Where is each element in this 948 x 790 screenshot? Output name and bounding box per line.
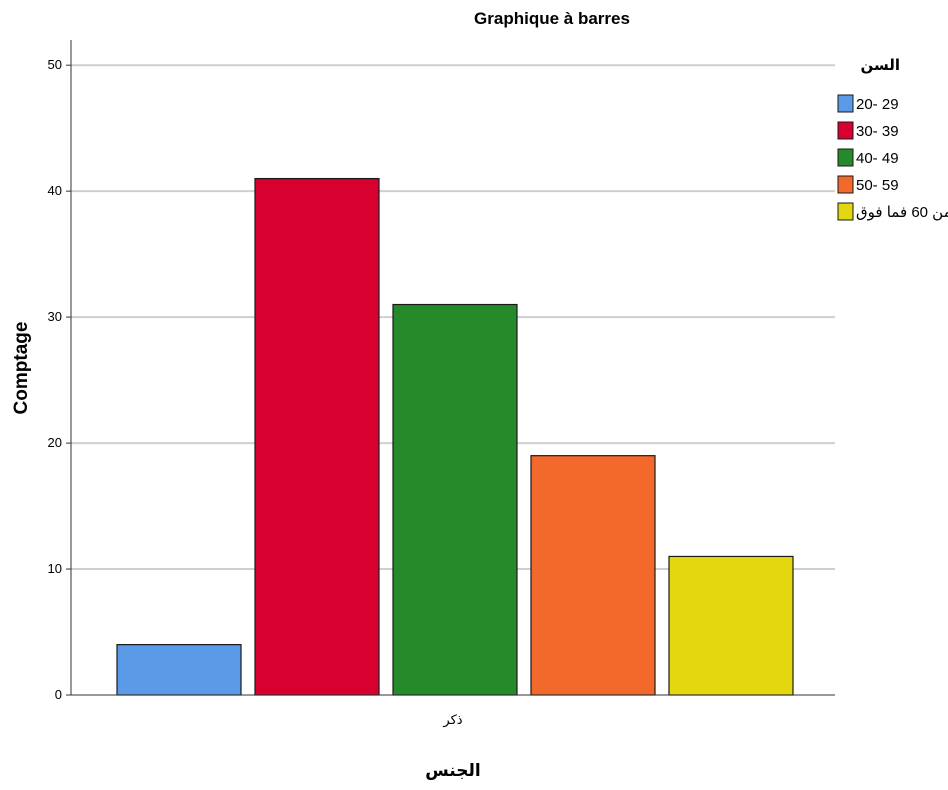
legend-label-0: 20- 29: [856, 96, 899, 113]
legend-title: السن: [860, 57, 900, 74]
legend-swatch-0: [837, 94, 854, 113]
y-tick-labels: 0 10 20 30 40 50: [48, 57, 71, 702]
x-category-label: ذكر: [442, 712, 462, 728]
legend-swatch-2: [837, 148, 854, 167]
legend-label-3: 50- 59: [856, 177, 899, 194]
y-tick-label-20: 20: [48, 435, 62, 450]
legend-swatch-1: [837, 121, 854, 140]
y-tick-label-10: 10: [48, 561, 62, 576]
legend-swatch-3: [837, 175, 854, 194]
y-tick-label-40: 40: [48, 183, 62, 198]
x-axis-title: الجنس: [425, 761, 480, 780]
legend-label-1: 30- 39: [856, 123, 899, 140]
bar-20-29: [116, 644, 242, 696]
bar-40-49: [392, 303, 518, 696]
bar-30-39: [254, 177, 380, 696]
y-axis-title: Comptage: [11, 322, 32, 415]
bar-من60فمافوق: [668, 555, 794, 696]
legend: السن 20- 29 30- 39 40- 49 50- 59 من 60 فما ف…: [837, 57, 948, 221]
legend-label-2: 40- 49: [856, 150, 899, 167]
bars: [116, 177, 794, 696]
bar-50-59: [530, 455, 656, 696]
chart-title: Graphique à barres: [474, 9, 630, 28]
y-tick-label-0: 0: [55, 687, 62, 702]
legend-label-4: من 60 فما فوق: [856, 204, 948, 221]
y-tick-label-30: 30: [48, 309, 62, 324]
y-tick-label-50: 50: [48, 57, 62, 72]
legend-swatch-4: [837, 202, 854, 221]
